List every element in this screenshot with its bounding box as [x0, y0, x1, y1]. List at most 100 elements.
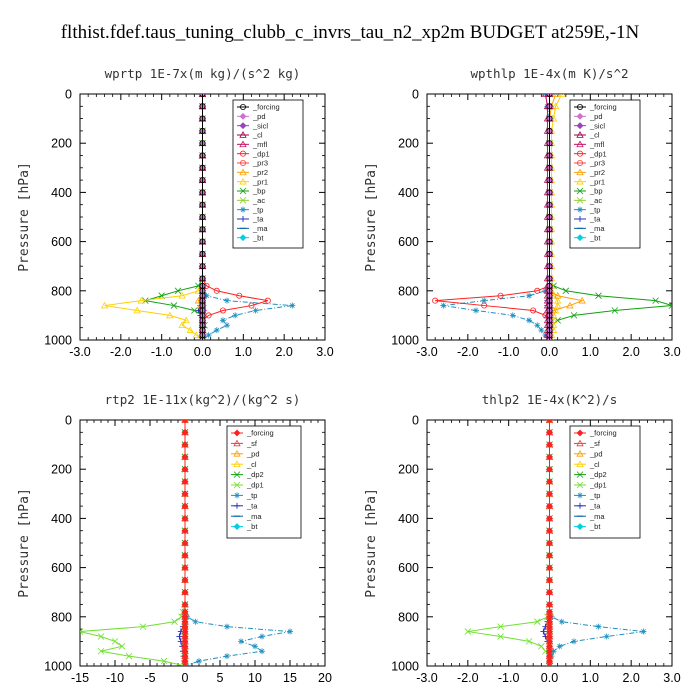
data-point [213, 287, 220, 294]
data-point [289, 302, 296, 309]
legend-entry: _pd [574, 112, 603, 121]
y-tick-label: 0 [65, 88, 72, 102]
legend-entry: _ac [574, 196, 602, 205]
legend-box [569, 425, 641, 539]
y-tick-label: 200 [51, 137, 72, 151]
legend-entry: _tp [574, 205, 600, 214]
data-point [259, 648, 265, 655]
data-point [546, 189, 553, 196]
data-point [181, 662, 189, 666]
data-point [546, 263, 553, 270]
series-pr1 [100, 94, 207, 340]
legend: _forcing_sf_pd _cl_dp2 _dp1_tp_ta _ma_bt [226, 425, 302, 539]
legend-label: _pr1 [589, 177, 605, 186]
legend-marker [577, 502, 583, 509]
data-point [199, 94, 206, 97]
data-point [224, 653, 230, 660]
data-point [551, 102, 560, 110]
x-tick-label: -2.0 [457, 671, 479, 685]
data-point [546, 103, 553, 110]
legend-entry: _dp2 [574, 470, 607, 479]
y-tick-label: 400 [51, 512, 72, 526]
legend-marker [239, 104, 246, 111]
data-point [199, 226, 206, 233]
data-point [219, 307, 226, 314]
y-tick-label: 400 [398, 512, 419, 526]
series-line [80, 420, 186, 666]
legend-marker [233, 481, 241, 489]
x-tick-label: 20 [318, 671, 332, 685]
data-point [538, 643, 545, 650]
data-point [181, 539, 189, 547]
data-point [178, 321, 186, 329]
legend-marker [239, 197, 247, 204]
data-point [497, 633, 504, 640]
y-axis-label: Pressure [hPa] [364, 162, 379, 272]
legend-label: _dp1 [252, 149, 270, 158]
legend-entry: _forcing [231, 429, 274, 438]
data-point [264, 297, 271, 304]
legend-marker [577, 216, 583, 222]
y-tick-label: 1000 [44, 660, 72, 674]
data-point [546, 588, 553, 596]
plot-area [464, 420, 647, 666]
data-point [181, 465, 189, 473]
data-point [213, 327, 220, 334]
legend-label: _sf [246, 439, 258, 448]
data-point [199, 164, 206, 171]
y-axis-label: Pressure [hPa] [17, 162, 32, 272]
legend-label: _cl [246, 460, 257, 469]
legend-label: _dp2 [589, 470, 607, 479]
data-point [553, 301, 562, 309]
legend-marker [576, 234, 584, 242]
legend: _forcing_sf_pd _cl_dp2 _dp1_tp_ta _ma_bt [569, 425, 641, 539]
legend-marker [234, 492, 240, 499]
data-point [546, 564, 553, 572]
x-tick-label: -3.0 [416, 345, 438, 359]
legend-entry: _dp1 [231, 481, 264, 490]
legend-label: _forcing [589, 103, 617, 112]
series-forcing [546, 94, 553, 340]
data-point [595, 292, 602, 300]
legend-marker [577, 104, 584, 111]
data-point [546, 539, 553, 547]
y-tick-label: 1000 [44, 334, 72, 348]
legend: _forcing_pd_sicl_cl_mfl_dp1_pr3_pr2_pr1_… [569, 99, 641, 249]
data-point [252, 643, 258, 650]
x-tick-label: 3.0 [316, 345, 333, 359]
y-tick-label: 800 [398, 284, 419, 298]
data-point [176, 633, 183, 640]
data-point [192, 331, 201, 338]
legend-entry: _pd [574, 449, 603, 458]
legend-label: _ta [589, 501, 601, 510]
data-point [595, 623, 602, 630]
legend-entry: _mfl [237, 140, 268, 149]
legend-label: _forcing [589, 429, 617, 438]
y-tick-label: 600 [398, 561, 419, 575]
legend-marker [576, 481, 584, 489]
x-tick-label: 10 [248, 671, 262, 685]
legend-label: _bp [252, 187, 266, 196]
data-point [181, 527, 189, 535]
legend-entry: _ta [231, 501, 258, 510]
legend-entry: _tp [574, 491, 600, 500]
legend-entry: _tp [237, 205, 263, 214]
panel-title: thlp2 1E-4x(K^2)/s [482, 392, 617, 407]
data-point [181, 576, 189, 584]
legend-label: _pd [589, 449, 603, 458]
legend-label: _dp1 [589, 149, 607, 158]
data-point [464, 628, 472, 635]
data-point [546, 275, 553, 282]
data-point [181, 514, 189, 522]
legend-entry: _forcing [574, 103, 617, 112]
x-tick-label: -2.0 [110, 345, 132, 359]
data-point [556, 643, 563, 650]
legend-marker [576, 131, 584, 138]
legend-entry: _ma [574, 224, 605, 233]
legend-marker [576, 197, 584, 204]
data-point [546, 465, 553, 473]
series-forcing [546, 420, 553, 666]
data-point [181, 601, 189, 608]
series-dp1 [80, 420, 189, 666]
data-point [199, 263, 206, 270]
